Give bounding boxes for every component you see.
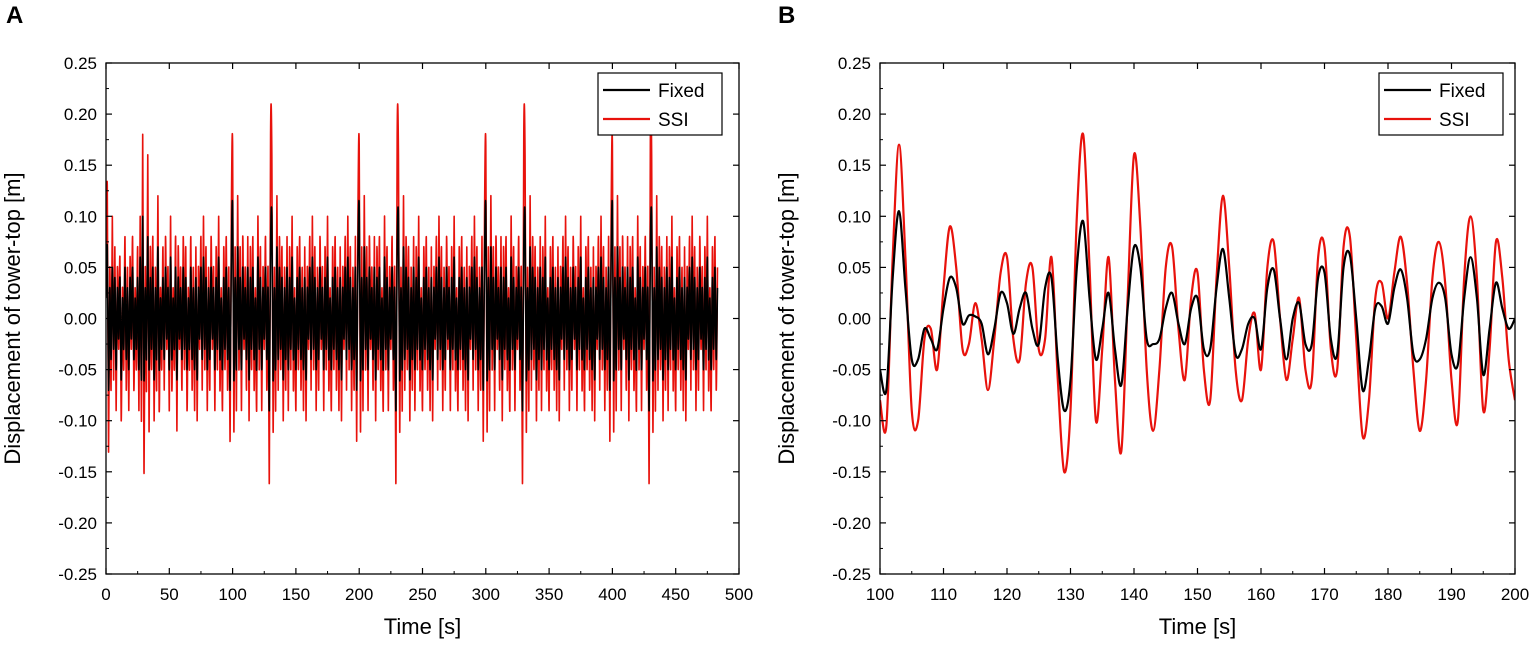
y-tick-label: -0.15 — [58, 463, 97, 482]
x-tick-label: 450 — [662, 585, 690, 604]
panel-label-b: B — [778, 2, 796, 29]
y-axis-title: Displacement of tower-top [m] — [0, 172, 25, 464]
y-tick-label: -0.05 — [832, 361, 871, 380]
y-tick-label: 0.05 — [64, 258, 97, 277]
x-tick-label: 500 — [725, 585, 753, 604]
y-tick-label: -0.05 — [58, 361, 97, 380]
x-tick-label: 200 — [1501, 585, 1529, 604]
series-line-fixed — [106, 199, 719, 412]
x-tick-label: 150 — [282, 585, 310, 604]
x-tick-label: 110 — [930, 585, 957, 604]
legend-box — [1378, 72, 1504, 136]
y-tick-label: 0.25 — [838, 54, 871, 73]
legend-box — [597, 72, 723, 136]
x-tick-label: 160 — [1247, 585, 1275, 604]
x-tick-label: 300 — [472, 585, 500, 604]
x-tick-label: 120 — [993, 585, 1021, 604]
y-tick-label: -0.25 — [832, 565, 871, 584]
legend: Fixed SSI — [1378, 72, 1504, 136]
y-tick-label: 0.05 — [838, 258, 871, 277]
y-tick-label: -0.20 — [58, 514, 97, 533]
x-tick-label: 250 — [408, 585, 436, 604]
x-tick-label: 180 — [1374, 585, 1402, 604]
series-line-fixed — [880, 210, 1515, 413]
x-tick-label: 400 — [598, 585, 626, 604]
chart-panel-b: 100 110 120 130 140 150 160 170 180 190 200 -0.25 -0… — [774, 54, 1529, 639]
y-tick-label: 0.00 — [64, 310, 97, 329]
x-axis-title: Time [s] — [384, 614, 461, 639]
x-tick-label: 130 — [1056, 585, 1084, 604]
legend-label-ssi: SSI — [1439, 110, 1470, 131]
legend-label-fixed: Fixed — [658, 81, 704, 102]
x-tick-label: 0 — [101, 585, 110, 604]
y-tick-label: 0.15 — [64, 156, 97, 175]
y-tick-label: 0.25 — [64, 54, 97, 73]
panel-label-a: A — [6, 2, 24, 29]
legend-label-fixed: Fixed — [1439, 81, 1485, 102]
y-tick-label: -0.15 — [832, 463, 871, 482]
x-tick-label: 170 — [1310, 585, 1338, 604]
y-tick-label: 0.15 — [838, 156, 871, 175]
y-tick-label: -0.20 — [832, 514, 871, 533]
legend-label-ssi: SSI — [658, 110, 689, 131]
x-tick-label: 200 — [345, 585, 373, 604]
y-tick-label: -0.10 — [832, 412, 871, 431]
y-tick-label: 0.20 — [838, 105, 871, 124]
x-axis-title: Time [s] — [1159, 614, 1236, 639]
x-tick-label: 140 — [1120, 585, 1148, 604]
legend: Fixed SSI — [597, 72, 723, 136]
x-tick-label: 100 — [218, 585, 246, 604]
y-tick-label: 0.20 — [64, 105, 97, 124]
y-axis-title: Displacement of tower-top [m] — [774, 172, 799, 464]
y-tick-label: 0.00 — [838, 310, 871, 329]
chart-panel-a: 0 50 100 150 200 250 300 350 400 450 500 -0.25 -0.20… — [0, 54, 753, 639]
x-tick-label: 190 — [1437, 585, 1465, 604]
x-tick-label: 50 — [160, 585, 179, 604]
x-tick-label: 150 — [1183, 585, 1211, 604]
x-tick-label: 350 — [535, 585, 563, 604]
y-tick-label: -0.25 — [58, 565, 97, 584]
y-tick-label: 0.10 — [838, 207, 871, 226]
y-tick-label: -0.10 — [58, 412, 97, 431]
x-tick-label: 100 — [866, 585, 894, 604]
plot-frame — [879, 62, 1516, 575]
y-tick-label: 0.10 — [64, 207, 97, 226]
